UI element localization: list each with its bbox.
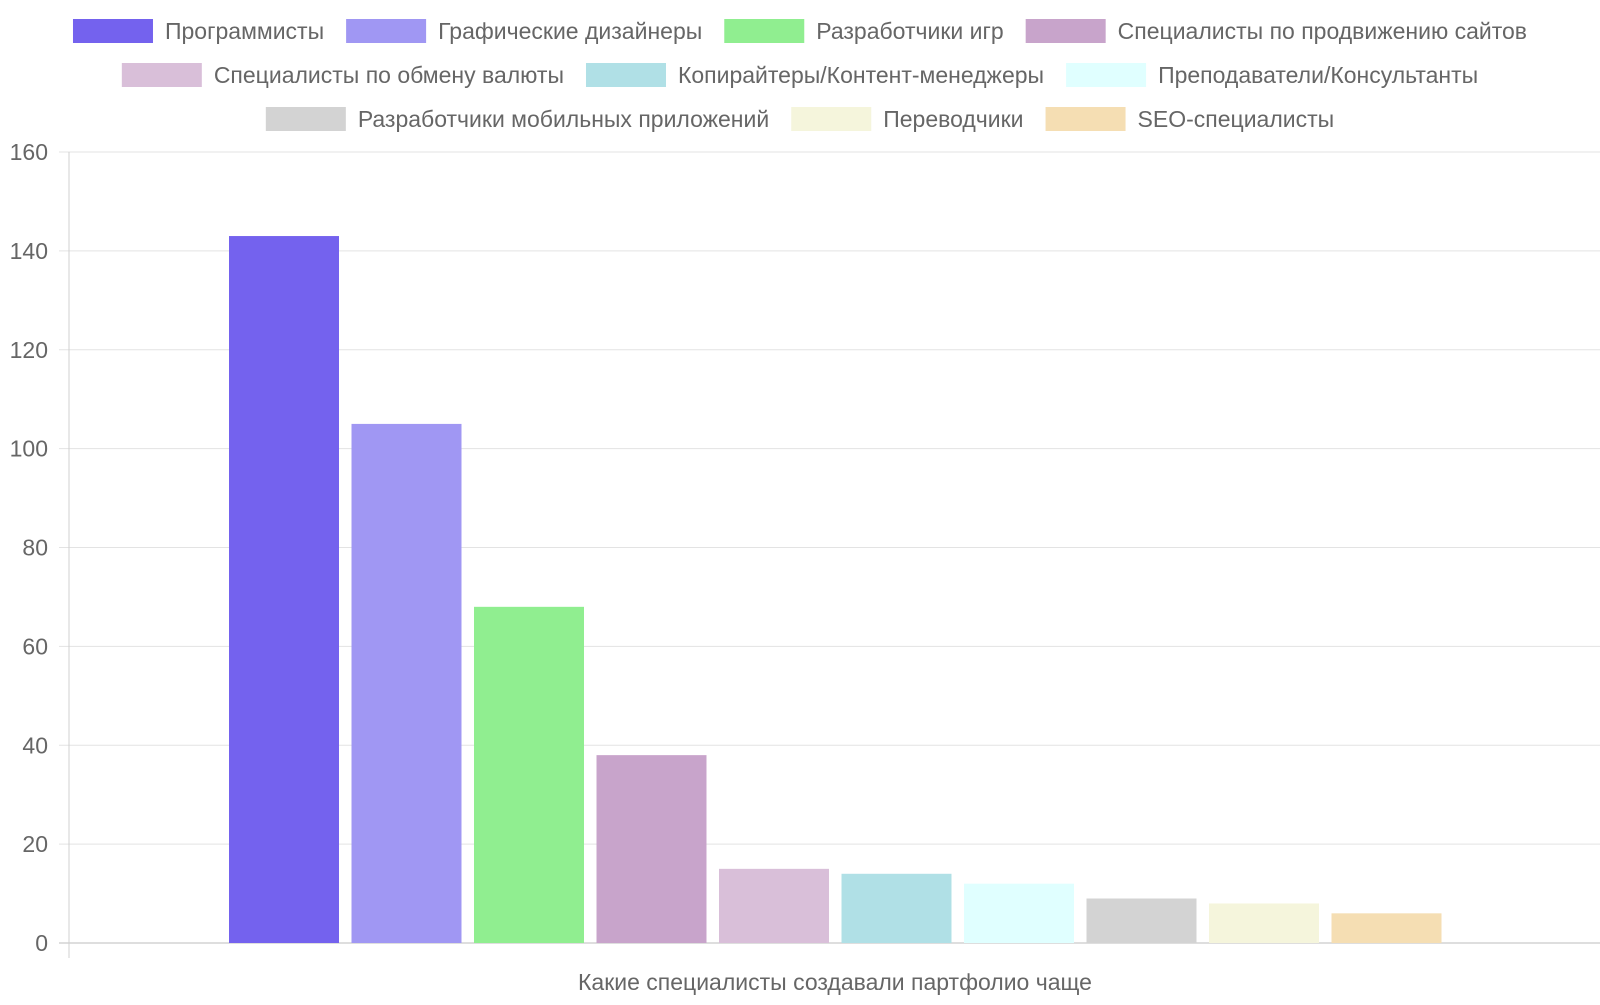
y-tick-label: 100: [10, 436, 48, 462]
legend-label: Специалисты по обмену валюты: [214, 62, 564, 88]
y-tick-label: 40: [22, 732, 48, 758]
legend-item-5[interactable]: Специалисты по обмену валюты: [121, 62, 564, 88]
bar-3[interactable]: [474, 606, 584, 943]
bar-10[interactable]: [1331, 913, 1442, 943]
legend-item-4[interactable]: Специалисты по продвижению сайтов: [1025, 18, 1527, 44]
y-tick-label: 120: [10, 337, 48, 363]
legend-item-2[interactable]: Графические дизайнеры: [346, 18, 702, 44]
legend-label: Переводчики: [883, 106, 1023, 132]
bar-2[interactable]: [351, 423, 462, 943]
legend-swatch: [791, 107, 872, 131]
legend-item-3[interactable]: Разработчики игр: [724, 18, 1004, 44]
bar-4[interactable]: [596, 755, 707, 943]
legend-swatch: [585, 63, 666, 87]
legend-item-7[interactable]: Преподаватели/Консультанты: [1066, 62, 1478, 88]
legend-item-8[interactable]: Разработчики мобильных приложений: [265, 106, 769, 132]
y-tick-label: 20: [22, 831, 48, 857]
legend-label: Программисты: [165, 18, 324, 44]
bar-6[interactable]: [841, 873, 952, 943]
legend-label: Копирайтеры/Контент-менеджеры: [678, 62, 1044, 88]
legend: Программисты Графические дизайнеры Разрабо…: [72, 18, 1527, 132]
y-tick-label: 0: [35, 930, 48, 956]
legend-item-10[interactable]: SEO-специалисты: [1045, 106, 1335, 132]
legend-swatch: [724, 19, 805, 43]
bars: [229, 236, 1442, 943]
legend-label: Разработчики игр: [816, 18, 1003, 44]
legend-swatch: [346, 19, 427, 43]
legend-item-6[interactable]: Копирайтеры/Контент-менеджеры: [585, 62, 1044, 88]
x-axis-title: Какие специалисты создавали партфолио ча…: [578, 969, 1092, 995]
bar-9[interactable]: [1209, 903, 1319, 943]
bar-8[interactable]: [1086, 898, 1197, 943]
legend-label: Специалисты по продвижению сайтов: [1118, 18, 1527, 44]
legend-swatch: [265, 107, 346, 131]
y-tick-label: 60: [22, 633, 48, 659]
legend-swatch: [1066, 63, 1147, 87]
bar-5[interactable]: [719, 868, 829, 943]
axes: 0 20 40 60 80 100 120 140 160: [10, 139, 70, 958]
legend-item-1[interactable]: Программисты: [72, 18, 324, 44]
y-tick-label: 140: [10, 238, 48, 264]
legend-swatch: [1025, 19, 1106, 43]
legend-swatch: [121, 63, 202, 87]
legend-label: SEO-специалисты: [1138, 106, 1335, 132]
legend-label: Преподаватели/Консультанты: [1158, 62, 1478, 88]
bar-1[interactable]: [229, 236, 339, 943]
legend-label: Графические дизайнеры: [438, 18, 702, 44]
legend-item-9[interactable]: Переводчики: [791, 106, 1024, 132]
legend-label: Разработчики мобильных приложений: [358, 106, 769, 132]
legend-swatch: [1045, 107, 1126, 131]
legend-swatch: [72, 19, 153, 43]
bar-7[interactable]: [964, 883, 1074, 943]
y-tick-label: 160: [10, 139, 48, 165]
y-tick-label: 80: [22, 535, 48, 561]
